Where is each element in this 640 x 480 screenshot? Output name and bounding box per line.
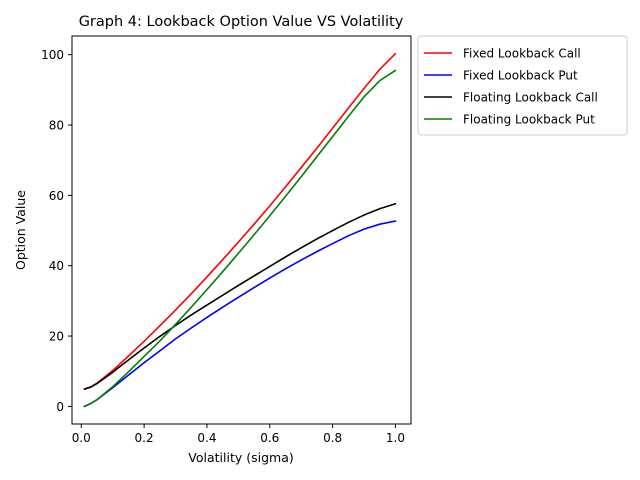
y-axis-label: Option Value <box>13 190 28 270</box>
y-tick-label: 40 <box>49 259 64 273</box>
chart-title: Graph 4: Lookback Option Value VS Volati… <box>79 14 404 30</box>
legend-label-3: Floating Lookback Put <box>463 113 595 127</box>
y-tick-label: 20 <box>49 330 64 344</box>
series-line-1 <box>83 220 397 408</box>
series-line-3 <box>83 69 397 408</box>
y-tick-label: 100 <box>41 48 64 62</box>
x-tick-label: 0.4 <box>197 431 216 445</box>
legend-box <box>417 35 628 136</box>
x-tick-label: 0.2 <box>135 431 154 445</box>
series-line-0 <box>83 52 397 390</box>
legend-label-2: Floating Lookback Call <box>463 91 598 105</box>
y-tick-label: 60 <box>49 189 64 203</box>
x-tick-label: 0.8 <box>323 431 342 445</box>
series-lines <box>83 52 397 408</box>
legend-label-1: Fixed Lookback Put <box>463 69 578 83</box>
x-axis-ticks: 0.0 0.2 0.4 0.6 0.8 1.0 <box>72 424 405 445</box>
legend: Fixed Lookback Call Fixed Lookback Put Flo… <box>417 35 628 136</box>
y-tick-label: 80 <box>49 118 64 132</box>
legend-label-0: Fixed Lookback Call <box>463 47 581 61</box>
y-axis-ticks: 0 20 40 60 80 100 <box>41 48 72 414</box>
x-tick-label: 0.6 <box>260 431 279 445</box>
x-axis-label: Volatility (sigma) <box>188 450 293 465</box>
series-line-2 <box>83 202 397 390</box>
plot-frame <box>71 35 412 425</box>
x-tick-label: 1.0 <box>386 431 405 445</box>
x-tick-label: 0.0 <box>72 431 91 445</box>
y-tick-label: 0 <box>56 400 64 414</box>
